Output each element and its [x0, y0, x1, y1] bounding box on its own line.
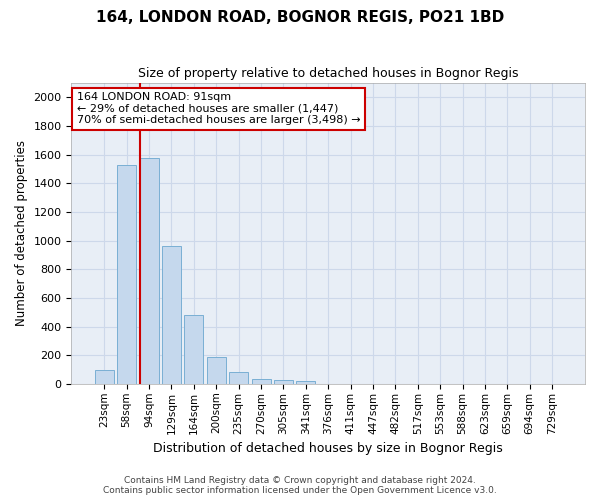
- Bar: [229, 372, 248, 384]
- Text: 164 LONDON ROAD: 91sqm
← 29% of detached houses are smaller (1,447)
70% of semi-: 164 LONDON ROAD: 91sqm ← 29% of detached…: [77, 92, 360, 126]
- Bar: [162, 246, 181, 384]
- Bar: [296, 382, 316, 384]
- Text: Contains HM Land Registry data © Crown copyright and database right 2024.
Contai: Contains HM Land Registry data © Crown c…: [103, 476, 497, 495]
- Bar: [95, 370, 114, 384]
- Y-axis label: Number of detached properties: Number of detached properties: [15, 140, 28, 326]
- Bar: [117, 164, 136, 384]
- Text: 164, LONDON ROAD, BOGNOR REGIS, PO21 1BD: 164, LONDON ROAD, BOGNOR REGIS, PO21 1BD: [96, 10, 504, 25]
- Title: Size of property relative to detached houses in Bognor Regis: Size of property relative to detached ho…: [138, 68, 518, 80]
- Bar: [274, 380, 293, 384]
- X-axis label: Distribution of detached houses by size in Bognor Regis: Distribution of detached houses by size …: [154, 442, 503, 455]
- Bar: [184, 315, 203, 384]
- Bar: [140, 158, 158, 384]
- Bar: [207, 356, 226, 384]
- Bar: [251, 379, 271, 384]
